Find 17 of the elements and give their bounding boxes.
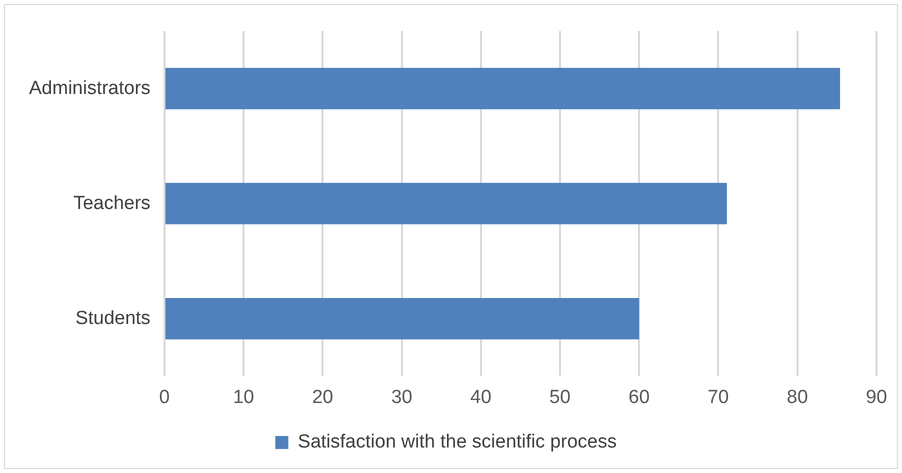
x-tick-label: 10 [232, 386, 254, 408]
x-tick-label: 90 [866, 386, 888, 408]
x-tick-label: 60 [628, 386, 650, 408]
bar [165, 68, 840, 110]
x-tick-label: 70 [708, 386, 729, 408]
y-tick-label: Administrators [29, 78, 150, 99]
x-tick-label: 50 [549, 386, 571, 408]
bar [165, 298, 640, 340]
y-tick-label: Teachers [73, 192, 150, 214]
x-tick-label: 20 [312, 386, 334, 408]
x-tick-label: 0 [159, 386, 170, 408]
x-tick-label: 40 [470, 386, 492, 408]
legend-label: Satisfaction with the scientific process [298, 432, 617, 453]
x-tick-label: 80 [786, 386, 808, 408]
y-tick-label: Students [75, 308, 150, 329]
x-tick-label: 30 [391, 386, 412, 408]
bar [165, 182, 727, 224]
